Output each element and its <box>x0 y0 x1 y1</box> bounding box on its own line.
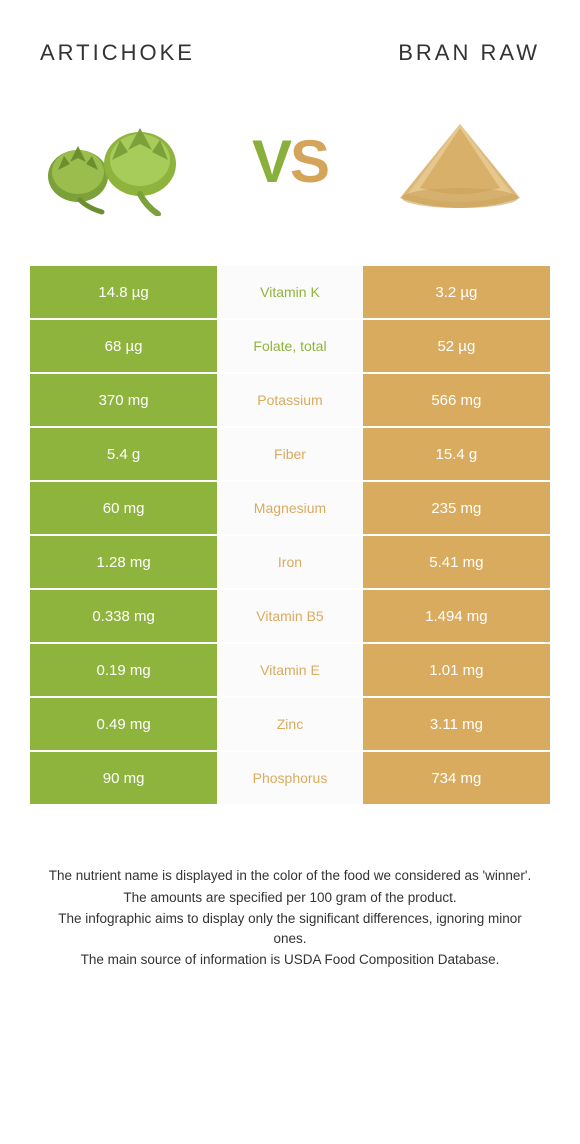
footer-notes: The nutrient name is displayed in the co… <box>30 866 550 970</box>
nutrient-table: 14.8 µgVitamin K3.2 µg68 µgFolate, total… <box>30 266 550 806</box>
cell-nutrient-label: Zinc <box>217 698 363 750</box>
cell-right-value: 3.11 mg <box>363 698 550 750</box>
table-row: 0.338 mgVitamin B51.494 mg <box>30 590 550 644</box>
footer-line: The amounts are specified per 100 gram o… <box>40 888 540 908</box>
title-left: Artichoke <box>40 40 195 66</box>
cell-right-value: 5.41 mg <box>363 536 550 588</box>
cell-right-value: 1.01 mg <box>363 644 550 696</box>
footer-line: The nutrient name is displayed in the co… <box>40 866 540 886</box>
title-right: Bran raw <box>398 40 540 66</box>
cell-nutrient-label: Fiber <box>217 428 363 480</box>
cell-nutrient-label: Phosphorus <box>217 752 363 804</box>
cell-right-value: 734 mg <box>363 752 550 804</box>
table-row: 5.4 gFiber15.4 g <box>30 428 550 482</box>
table-row: 14.8 µgVitamin K3.2 µg <box>30 266 550 320</box>
cell-right-value: 3.2 µg <box>363 266 550 318</box>
cell-nutrient-label: Vitamin K <box>217 266 363 318</box>
cell-left-value: 68 µg <box>30 320 217 372</box>
table-row: 1.28 mgIron5.41 mg <box>30 536 550 590</box>
cell-nutrient-label: Potassium <box>217 374 363 426</box>
footer-line: The infographic aims to display only the… <box>40 909 540 948</box>
infographic-page: Artichoke Bran raw VS <box>0 0 580 1144</box>
cell-right-value: 235 mg <box>363 482 550 534</box>
header: Artichoke Bran raw <box>30 40 550 66</box>
cell-nutrient-label: Vitamin E <box>217 644 363 696</box>
cell-left-value: 370 mg <box>30 374 217 426</box>
cell-nutrient-label: Vitamin B5 <box>217 590 363 642</box>
table-row: 370 mgPotassium566 mg <box>30 374 550 428</box>
cell-left-value: 5.4 g <box>30 428 217 480</box>
vs-label: VS <box>252 127 328 196</box>
cell-nutrient-label: Iron <box>217 536 363 588</box>
cell-nutrient-label: Folate, total <box>217 320 363 372</box>
table-row: 90 mgPhosphorus734 mg <box>30 752 550 806</box>
cell-left-value: 0.49 mg <box>30 698 217 750</box>
cell-nutrient-label: Magnesium <box>217 482 363 534</box>
cell-left-value: 14.8 µg <box>30 266 217 318</box>
table-row: 60 mgMagnesium235 mg <box>30 482 550 536</box>
cell-left-value: 0.19 mg <box>30 644 217 696</box>
cell-left-value: 1.28 mg <box>30 536 217 588</box>
artichoke-image <box>40 106 200 216</box>
artichoke-icon <box>40 106 200 216</box>
cell-left-value: 0.338 mg <box>30 590 217 642</box>
table-row: 68 µgFolate, total52 µg <box>30 320 550 374</box>
footer-line: The main source of information is USDA F… <box>40 950 540 970</box>
table-row: 0.19 mgVitamin E1.01 mg <box>30 644 550 698</box>
cell-right-value: 566 mg <box>363 374 550 426</box>
table-row: 0.49 mgZinc3.11 mg <box>30 698 550 752</box>
bran-image <box>380 106 540 216</box>
vs-s: S <box>290 127 328 196</box>
cell-right-value: 15.4 g <box>363 428 550 480</box>
vs-v: V <box>252 127 290 196</box>
cell-right-value: 52 µg <box>363 320 550 372</box>
vs-row: VS <box>30 106 550 216</box>
cell-left-value: 60 mg <box>30 482 217 534</box>
cell-left-value: 90 mg <box>30 752 217 804</box>
cell-right-value: 1.494 mg <box>363 590 550 642</box>
bran-icon <box>380 106 540 216</box>
